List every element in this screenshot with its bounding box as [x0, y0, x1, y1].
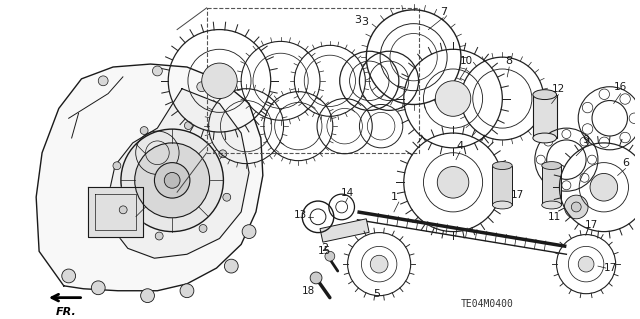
- Text: 17: 17: [604, 263, 618, 273]
- Circle shape: [141, 289, 154, 302]
- Circle shape: [119, 206, 127, 214]
- Bar: [541, 166, 561, 205]
- Circle shape: [572, 202, 581, 212]
- Text: 6: 6: [622, 158, 629, 167]
- Circle shape: [371, 255, 388, 273]
- Bar: [492, 166, 512, 205]
- Text: 12: 12: [552, 84, 565, 94]
- Ellipse shape: [541, 162, 561, 169]
- Circle shape: [199, 225, 207, 233]
- Text: 16: 16: [614, 82, 627, 92]
- Text: 17: 17: [584, 220, 598, 230]
- Text: 8: 8: [506, 56, 513, 66]
- Text: 18: 18: [301, 286, 315, 296]
- Text: FR.: FR.: [55, 308, 76, 317]
- Polygon shape: [108, 89, 249, 258]
- Bar: [320, 219, 369, 242]
- Circle shape: [134, 143, 210, 218]
- Text: 15: 15: [318, 246, 332, 256]
- Circle shape: [121, 129, 223, 232]
- Ellipse shape: [492, 162, 512, 169]
- Text: 3: 3: [362, 17, 369, 27]
- Ellipse shape: [533, 133, 557, 143]
- Circle shape: [590, 174, 618, 201]
- Circle shape: [184, 122, 193, 130]
- Text: 14: 14: [341, 188, 354, 198]
- Text: 9: 9: [582, 135, 589, 145]
- Circle shape: [225, 259, 238, 273]
- Circle shape: [219, 150, 227, 158]
- Ellipse shape: [533, 90, 557, 100]
- Circle shape: [223, 193, 230, 201]
- Text: TE04M0400: TE04M0400: [461, 299, 514, 308]
- Text: 4: 4: [456, 141, 463, 151]
- Circle shape: [99, 76, 108, 86]
- Text: 2: 2: [321, 243, 328, 253]
- Circle shape: [180, 284, 194, 298]
- Circle shape: [325, 251, 335, 261]
- Circle shape: [310, 272, 322, 284]
- Text: 1: 1: [390, 192, 397, 202]
- Circle shape: [242, 225, 256, 239]
- Circle shape: [564, 195, 588, 219]
- Circle shape: [152, 66, 163, 76]
- Text: 3: 3: [354, 15, 361, 25]
- Circle shape: [154, 163, 190, 198]
- Circle shape: [164, 173, 180, 188]
- Circle shape: [437, 167, 469, 198]
- Circle shape: [197, 82, 207, 92]
- Polygon shape: [36, 64, 263, 291]
- Circle shape: [202, 63, 237, 99]
- Text: 5: 5: [374, 289, 381, 299]
- Text: 7: 7: [440, 7, 447, 17]
- Circle shape: [156, 232, 163, 240]
- Text: 13: 13: [294, 210, 307, 220]
- Circle shape: [62, 269, 76, 283]
- Circle shape: [140, 127, 148, 135]
- Text: 10: 10: [460, 56, 474, 66]
- Ellipse shape: [492, 201, 512, 209]
- Circle shape: [578, 256, 594, 272]
- Polygon shape: [88, 187, 143, 236]
- Text: 11: 11: [548, 212, 561, 222]
- Circle shape: [113, 162, 121, 170]
- Text: 17: 17: [511, 190, 524, 200]
- Bar: [533, 95, 557, 138]
- Ellipse shape: [541, 201, 561, 209]
- Circle shape: [435, 81, 471, 116]
- Circle shape: [92, 281, 105, 295]
